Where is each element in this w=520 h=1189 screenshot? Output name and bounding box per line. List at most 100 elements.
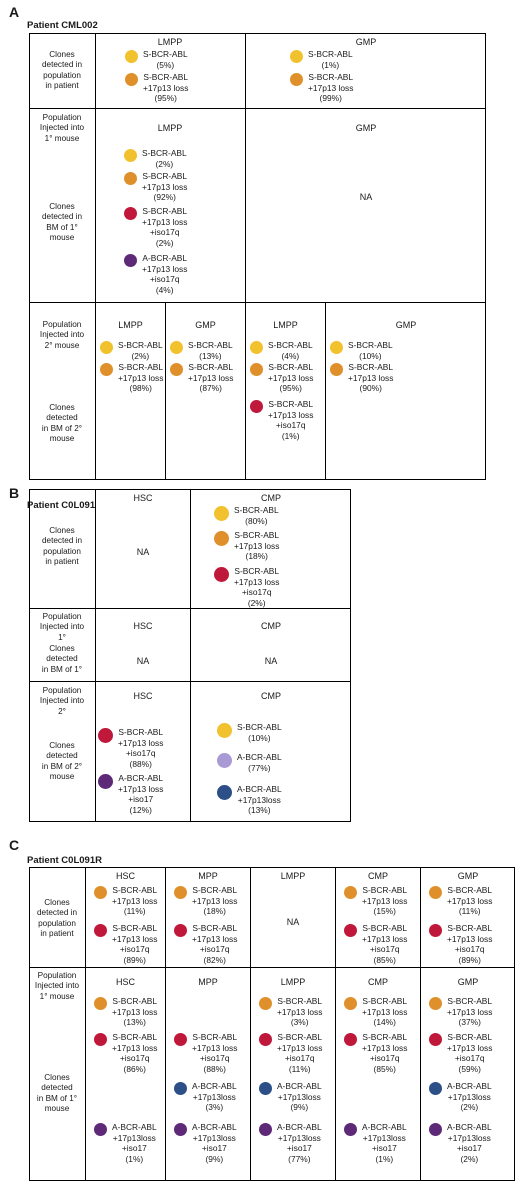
clone-label: A-BCR-ABL +17p13loss (13%)	[237, 784, 282, 815]
panel-a-divider	[245, 33, 246, 303]
clone-dot-icon	[429, 1123, 442, 1136]
clone-label: S-BCR-ABL +17p13 loss (90%)	[348, 362, 394, 393]
clone-dot-icon	[174, 886, 187, 899]
population-gmp: GMP	[355, 37, 377, 47]
clone-label: S-BCR-ABL +17p13 loss +iso17q (11%)	[277, 1032, 323, 1074]
clone-label: S-BCR-ABL +17p13 loss +iso17q (2%)	[142, 206, 188, 248]
population-cmp: CMP	[261, 691, 281, 701]
clone-label: S-BCR-ABL +17p13 loss (3%)	[277, 996, 323, 1027]
population-lmpp: LMPP	[273, 320, 298, 330]
population-cmp: CMP	[261, 621, 281, 631]
clone-label: A-BCR-ABL +17p13loss +iso17 (9%)	[192, 1122, 237, 1164]
clone-entry: S-BCR-ABL +17p13 loss +iso17q (89%)	[94, 923, 157, 965]
clone-label: S-BCR-ABL (80%)	[234, 505, 279, 526]
panel-a-letter: A	[9, 4, 20, 20]
clone-entry: S-BCR-ABL +17p13 loss +iso17q (59%)	[429, 1032, 492, 1074]
clone-entry: S-BCR-ABL +17p13 loss (95%)	[250, 362, 313, 394]
clone-entry: S-BCR-ABL +17p13 loss +iso17q (85%)	[344, 923, 407, 965]
clone-entry: S-BCR-ABL +17p13 loss (90%)	[330, 362, 393, 394]
clone-dot-icon	[429, 1082, 442, 1095]
clone-dot-icon	[259, 1082, 272, 1095]
clone-entry: S-BCR-ABL +17p13 loss (11%)	[94, 885, 157, 917]
clone-dot-icon	[259, 1033, 272, 1046]
panel-c-divider	[420, 867, 421, 1181]
na-label: NA	[136, 547, 150, 557]
clone-label: S-BCR-ABL (4%)	[268, 340, 313, 361]
clone-label: A-BCR-ABL +17p13loss (3%)	[192, 1081, 237, 1112]
clone-entry: S-BCR-ABL +17p13 loss +iso17q (88%)	[98, 727, 163, 769]
clone-label: S-BCR-ABL +17p13 loss +iso17q (85%)	[362, 1032, 408, 1074]
row-label-injected-1: Population Injected into 1° mouse	[39, 113, 85, 143]
clone-dot-icon	[429, 924, 442, 937]
panel-b-divider	[95, 489, 96, 822]
clone-entry: S-BCR-ABL +17p13 loss (99%)	[290, 72, 353, 104]
clone-entry: S-BCR-ABL +17p13 loss (37%)	[429, 996, 492, 1028]
clone-label: S-BCR-ABL +17p13 loss (11%)	[112, 885, 158, 916]
clone-entry: S-BCR-ABL +17p13 loss (95%)	[125, 72, 188, 104]
row-label-clones-2: Clones detected in BM of 2° mouse	[41, 741, 83, 781]
panel-a-title: Patient CML002	[27, 20, 98, 31]
clone-entry: S-BCR-ABL +17p13 loss +iso17q (88%)	[174, 1032, 237, 1074]
clone-dot-icon	[94, 924, 107, 937]
clone-entry: A-BCR-ABL +17p13loss (2%)	[429, 1081, 492, 1113]
clone-entry: A-BCR-ABL (77%)	[217, 752, 282, 773]
clone-label: A-BCR-ABL +17p13loss (2%)	[447, 1081, 492, 1112]
population-cmp: CMP	[368, 871, 388, 881]
clone-entry: S-BCR-ABL +17p13 loss (92%)	[124, 171, 187, 203]
clone-label: S-BCR-ABL +17p13 loss (11%)	[447, 885, 493, 916]
clone-label: A-BCR-ABL +17p13loss +iso17 (1%)	[112, 1122, 157, 1164]
clone-label: A-BCR-ABL +17p13loss +iso17 (1%)	[362, 1122, 407, 1164]
clone-entry: S-BCR-ABL (1%)	[290, 49, 353, 70]
population-lmpp: LMPP	[157, 37, 183, 47]
clone-dot-icon	[94, 1033, 107, 1046]
population-mpp: MPP	[198, 977, 218, 987]
clone-dot-icon	[124, 254, 137, 267]
clone-label: S-BCR-ABL +17p13 loss (99%)	[308, 72, 354, 103]
row-label-injected-1: Population Injected into 1°	[39, 612, 85, 642]
clone-dot-icon	[250, 363, 263, 376]
clone-dot-icon	[124, 149, 137, 162]
clone-dot-icon	[94, 886, 107, 899]
clone-entry: S-BCR-ABL +17p13 loss (98%)	[100, 362, 163, 394]
clone-entry: S-BCR-ABL (5%)	[125, 49, 188, 70]
population-cmp: CMP	[368, 977, 388, 987]
clone-label: S-BCR-ABL +17p13 loss +iso17q (88%)	[192, 1032, 238, 1074]
clone-label: S-BCR-ABL +17p13 loss (15%)	[362, 885, 408, 916]
panel-c-letter: C	[9, 837, 20, 853]
clone-dot-icon	[217, 753, 232, 768]
clone-label: A-BCR-ABL +17p13 loss +iso17 (12%)	[118, 773, 164, 815]
clone-label: S-BCR-ABL +17p13 loss +iso17q (1%)	[268, 399, 314, 441]
clone-entry: S-BCR-ABL (13%)	[170, 340, 233, 361]
clone-entry: A-BCR-ABL +17p13 loss +iso17 (12%)	[98, 773, 163, 815]
clone-entry: S-BCR-ABL (2%)	[100, 340, 163, 361]
panel-c-title: Patient C0L091R	[27, 855, 102, 866]
clone-label: S-BCR-ABL +17p13 loss (92%)	[142, 171, 188, 202]
clone-entry: S-BCR-ABL +17p13 loss +iso17q (2%)	[214, 566, 279, 608]
clone-label: S-BCR-ABL +17p13 loss (87%)	[188, 362, 234, 393]
row-label-clones-1: Clones detected in BM of 1°	[41, 644, 83, 674]
clone-label: S-BCR-ABL +17p13 loss (37%)	[447, 996, 493, 1027]
clone-dot-icon	[344, 1033, 357, 1046]
clone-dot-icon	[259, 997, 272, 1010]
clone-label: S-BCR-ABL (2%)	[142, 148, 187, 169]
panel-c-divider	[250, 867, 251, 1181]
clone-dot-icon	[429, 997, 442, 1010]
clone-dot-icon	[94, 997, 107, 1010]
clone-entry: A-BCR-ABL +17p13loss +iso17 (9%)	[174, 1122, 237, 1164]
clone-label: S-BCR-ABL +17p13 loss +iso17q (82%)	[192, 923, 238, 965]
population-gmp: GMP	[395, 320, 417, 330]
clone-dot-icon	[259, 1123, 272, 1136]
clone-entry: S-BCR-ABL +17p13 loss (13%)	[94, 996, 157, 1028]
row-label-clones-patient: Clones detected in population in patient	[36, 898, 78, 938]
clone-entry: A-BCR-ABL +17p13loss (9%)	[259, 1081, 322, 1113]
clone-label: S-BCR-ABL +17p13 loss +iso17q (86%)	[112, 1032, 158, 1074]
population-gmp: GMP	[355, 123, 377, 133]
clone-dot-icon	[170, 363, 183, 376]
clone-label: S-BCR-ABL (10%)	[348, 340, 393, 361]
clone-label: S-BCR-ABL (13%)	[188, 340, 233, 361]
clone-label: S-BCR-ABL +17p13 loss (14%)	[362, 996, 408, 1027]
population-lmpp: LMPP	[157, 123, 183, 133]
clone-dot-icon	[429, 1033, 442, 1046]
clone-dot-icon	[174, 1123, 187, 1136]
na-label: NA	[359, 192, 373, 202]
